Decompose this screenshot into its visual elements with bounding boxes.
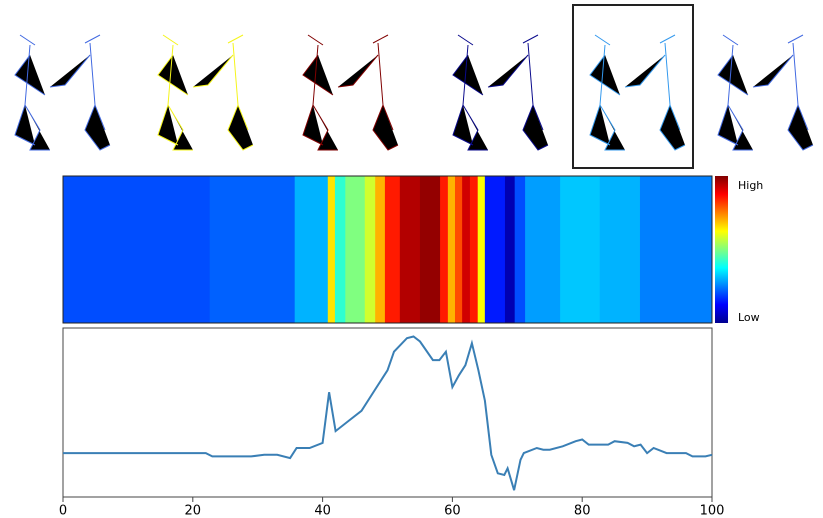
colorbar-high: High (738, 179, 763, 192)
colorbar-low: Low (738, 311, 760, 324)
heatmap-cell (470, 176, 478, 323)
heatmap-cell (385, 176, 400, 323)
heatmap-cell (400, 176, 421, 323)
pose (590, 35, 685, 150)
pose (158, 35, 253, 150)
x-tick-label: 60 (444, 504, 461, 518)
line-chart: 0 20 40 60 80 100 (59, 337, 725, 518)
heatmap-cell (560, 176, 600, 323)
heatmap-cell (600, 176, 641, 323)
heatmap-cell (295, 176, 329, 323)
heatmap-cell (515, 176, 526, 323)
heatmap-cell (375, 176, 385, 323)
pose (453, 35, 548, 150)
heatmap-cell (485, 176, 506, 323)
heatmap-cell (448, 176, 456, 323)
heatmap-cell (63, 176, 210, 323)
heatmap-cell (640, 176, 713, 323)
heatmap-cell (365, 176, 376, 323)
heatmap-cell (440, 176, 448, 323)
x-tick-label: 0 (59, 504, 67, 518)
heatmap-cell (455, 176, 463, 323)
heatmap-cell (210, 176, 296, 323)
heatmap-cell (335, 176, 346, 323)
x-tick-label: 80 (574, 504, 591, 518)
pose (15, 35, 110, 150)
heatmap-cell (345, 176, 365, 323)
pose (303, 35, 398, 150)
x-tick-label: 40 (314, 504, 331, 518)
x-tick-label: 20 (185, 504, 202, 518)
pose-figures (15, 5, 813, 168)
figure: High Low 0 20 40 60 80 100 (0, 0, 823, 518)
heatmap (63, 176, 713, 323)
line (63, 337, 712, 491)
heatmap-cell (525, 176, 561, 323)
pose (718, 35, 813, 150)
heatmap-cell (420, 176, 441, 323)
heatmap-cell (328, 176, 336, 323)
colorbar (715, 176, 728, 323)
heatmap-cell (462, 176, 470, 323)
x-tick-label: 100 (700, 504, 725, 518)
plot-frame (63, 328, 712, 497)
heatmap-cell (505, 176, 515, 323)
heatmap-cell (478, 176, 486, 323)
